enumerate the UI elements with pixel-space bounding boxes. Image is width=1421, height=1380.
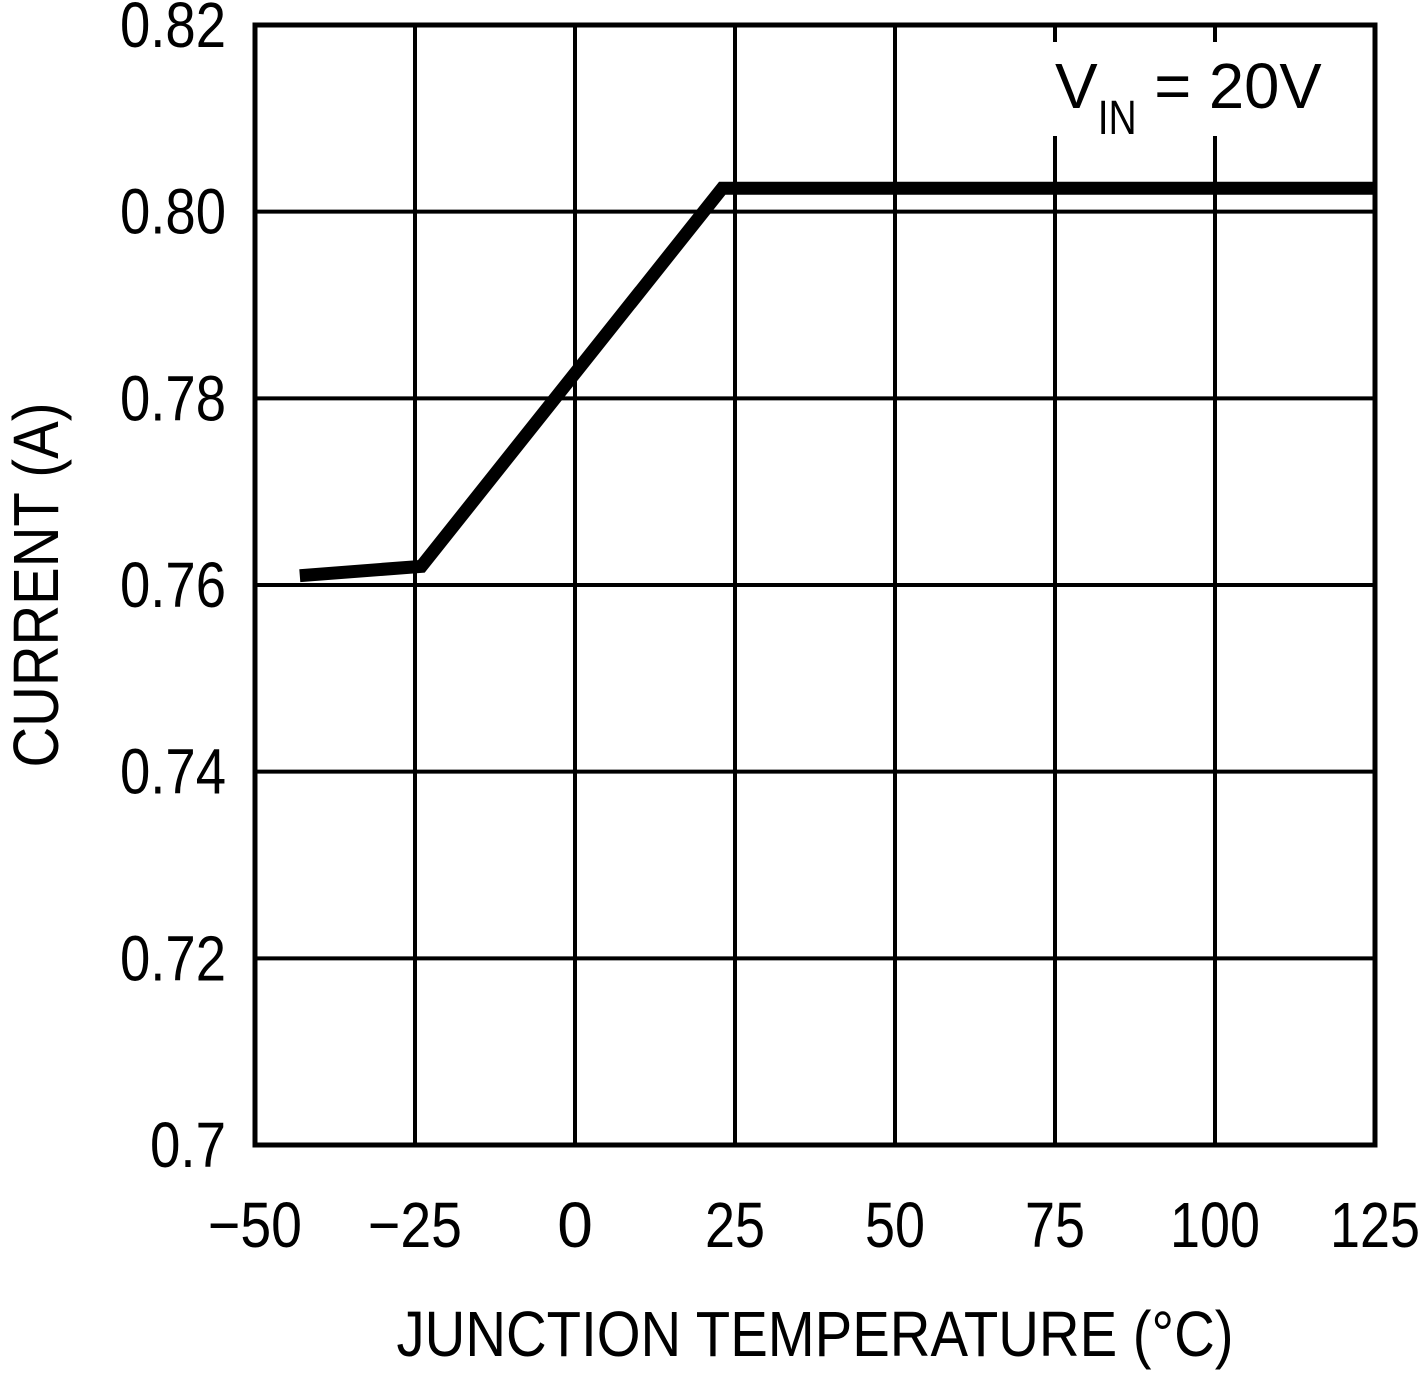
x-tick-label: −50 [208,1189,302,1261]
y-tick-label: 0.7 [150,1109,226,1181]
series-line [299,181,1375,583]
x-tick-label: 50 [865,1189,925,1261]
x-tick-label: 75 [1025,1189,1085,1261]
y-tick-label: 0.72 [120,922,226,994]
y-tick-label: 0.82 [120,0,226,61]
y-tick-label: 0.80 [120,176,226,248]
vin-annotation: VIN = 20V [1055,50,1322,145]
vin-annotation-prefix: V [1055,50,1098,122]
x-axis-title: JUNCTION TEMPERATURE (°C) [397,1298,1234,1370]
x-tick-label: 25 [705,1189,765,1261]
annotation-background [1036,42,1356,136]
vin-annotation-subscript: IN [1098,92,1137,145]
y-axis-title: CURRENT (A) [0,403,72,768]
y-tick-label: 0.76 [120,549,226,621]
x-tick-label: 0 [557,1189,593,1261]
vin-annotation-suffix: = 20V [1137,50,1322,122]
x-tick-label: −25 [368,1189,462,1261]
y-tick-label: 0.78 [120,362,226,434]
y-tick-label: 0.74 [120,736,226,808]
x-tick-label: 100 [1170,1189,1260,1261]
x-tick-label: 125 [1330,1189,1420,1261]
plot-border [252,22,1378,1148]
